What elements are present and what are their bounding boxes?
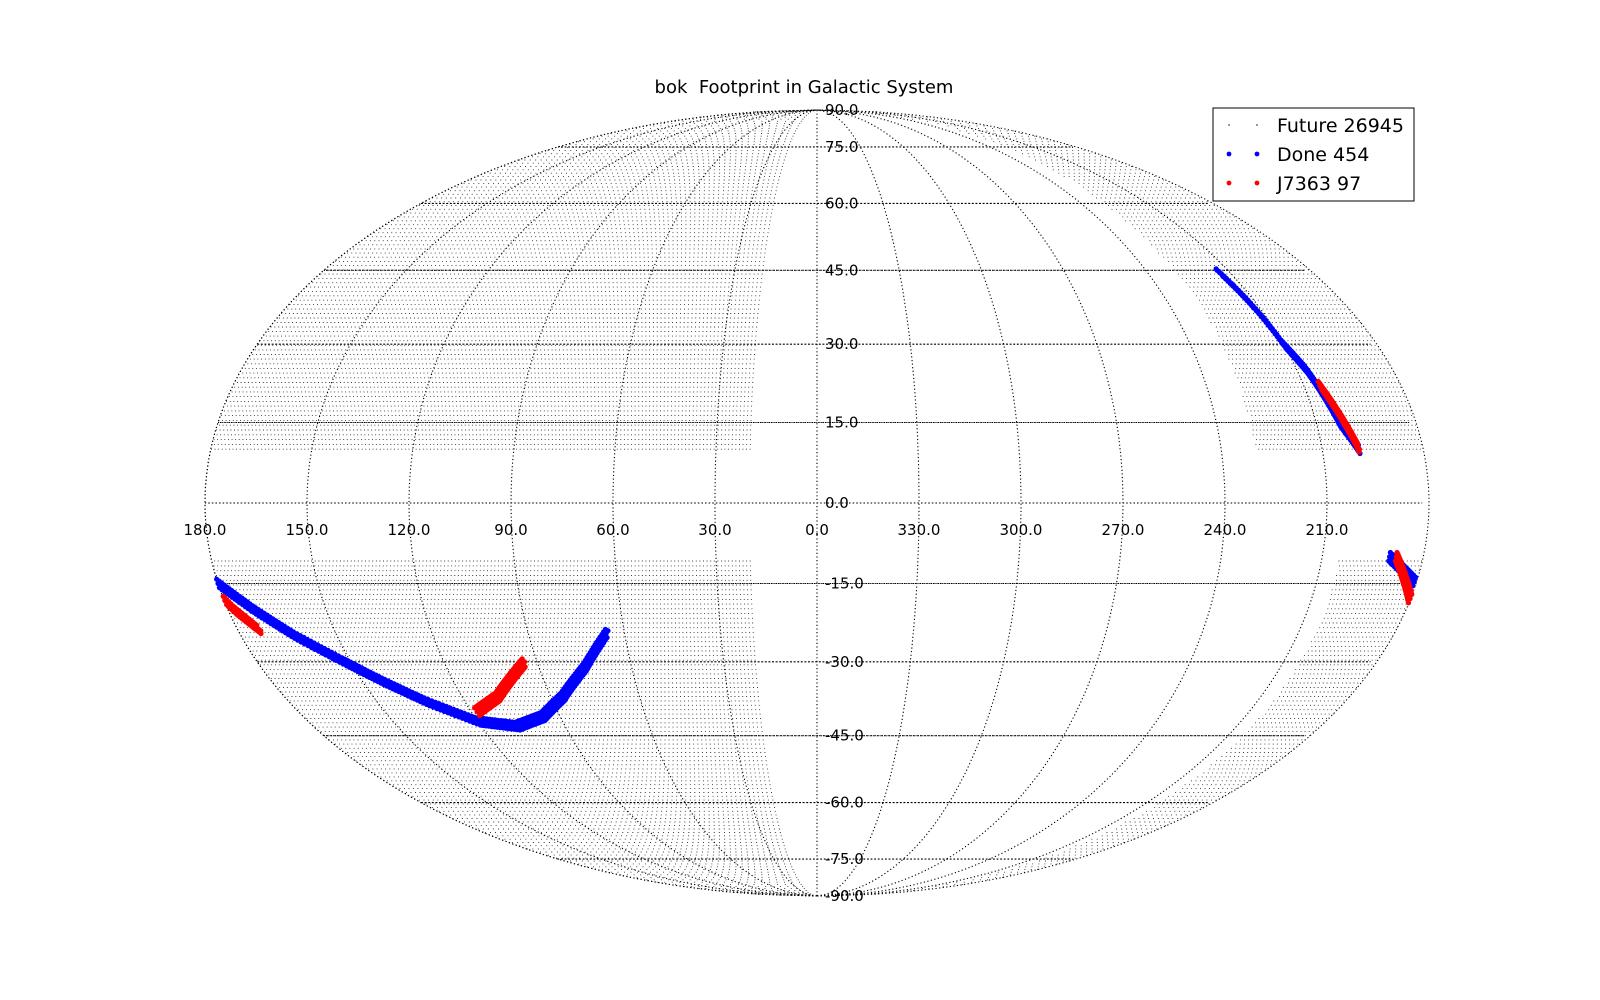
legend-marker-future [1256, 124, 1258, 126]
latitude-tick-label: 45.0 [825, 261, 858, 279]
longitude-tick-label: 120.0 [388, 521, 431, 539]
longitude-tick-label: 210.0 [1306, 521, 1349, 539]
longitude-grid-line [510, 109, 818, 897]
done-point [604, 635, 610, 641]
latitude-tick-label: 60.0 [825, 194, 858, 212]
longitude-grid-line [612, 109, 818, 897]
latitude-tick-labels: 90.0 75.0 60.0 45.0 30.0 15.0 0.0 -15.0 -30.0 -45… [825, 101, 864, 905]
future-footprint-point [213, 560, 1422, 897]
chart-title: bok Footprint in Galactic System [655, 77, 954, 98]
latitude-tick-label: 75.0 [825, 138, 858, 156]
j7363-point [1407, 596, 1413, 602]
longitude-grid-line [816, 109, 1124, 897]
future-points [211, 110, 1422, 897]
legend: Future 26945 Done 454 J7363 97 [1212, 107, 1415, 202]
longitude-tick-label: 0.0 [805, 521, 829, 539]
legend-marker-done [1254, 151, 1260, 157]
j7363-point [1355, 440, 1361, 446]
legend-marker-j7363 [1254, 180, 1260, 186]
done-point [1220, 273, 1226, 280]
legend-label-done: Done 454 [1277, 144, 1369, 166]
latitude-tick-label: -30.0 [825, 653, 864, 671]
j7363-point [522, 659, 528, 665]
j7363-point [1356, 446, 1362, 452]
done-point [1214, 267, 1220, 273]
longitude-tick-labels: 330.0 300.0 270.0 240.0 210.0 180.0 150.0 120.0… [184, 521, 1349, 539]
longitude-tick-label: 300.0 [1000, 521, 1043, 539]
legend-label-future: Future 26945 [1277, 115, 1404, 137]
longitude-grid-line [306, 109, 818, 897]
legend-marker-done [1226, 151, 1232, 157]
longitude-tick-label: 270.0 [1102, 521, 1145, 539]
legend-label-j7363: J7363 97 [1276, 173, 1361, 195]
longitude-grid-line [408, 109, 818, 897]
latitude-tick-label: 15.0 [825, 414, 858, 432]
graticule [204, 109, 1430, 897]
latitude-tick-label: 0.0 [825, 494, 849, 512]
longitude-grid-line [816, 109, 1022, 897]
j7363-point [1409, 591, 1415, 598]
latitude-tick-label: 30.0 [825, 335, 858, 353]
latitude-tick-label: -15.0 [825, 575, 864, 593]
latitude-tick-label: -45.0 [825, 727, 864, 745]
legend-marker-j7363 [1226, 180, 1232, 186]
legend-marker-future [1228, 124, 1230, 126]
done-point [605, 628, 611, 634]
j7363-points [220, 378, 1415, 719]
longitude-grid-line [816, 109, 1226, 897]
latitude-tick-label: -60.0 [825, 794, 864, 812]
latitude-tick-label: 90.0 [825, 101, 858, 119]
latitude-tick-label: -75.0 [825, 850, 864, 868]
done-point [1413, 574, 1419, 580]
longitude-tick-label: 330.0 [898, 521, 941, 539]
longitude-grid-line [816, 109, 1328, 897]
longitude-grid-line [204, 109, 818, 897]
longitude-grid-line [816, 109, 1430, 897]
longitude-tick-label: 150.0 [286, 521, 329, 539]
longitude-tick-label: 180.0 [184, 521, 227, 539]
done-point [1411, 579, 1417, 585]
legend-frame [1212, 107, 1415, 202]
longitude-tick-label: 60.0 [596, 521, 629, 539]
longitude-tick-label: 30.0 [698, 521, 731, 539]
latitude-tick-label: -90.0 [825, 887, 864, 905]
longitude-tick-label: 90.0 [494, 521, 527, 539]
future-footprint-point [211, 110, 1422, 450]
j7363-point [254, 622, 260, 628]
j7363-point [258, 628, 264, 634]
j7363-point [1405, 600, 1412, 606]
j7363-point [522, 664, 528, 670]
longitude-tick-label: 240.0 [1204, 521, 1247, 539]
